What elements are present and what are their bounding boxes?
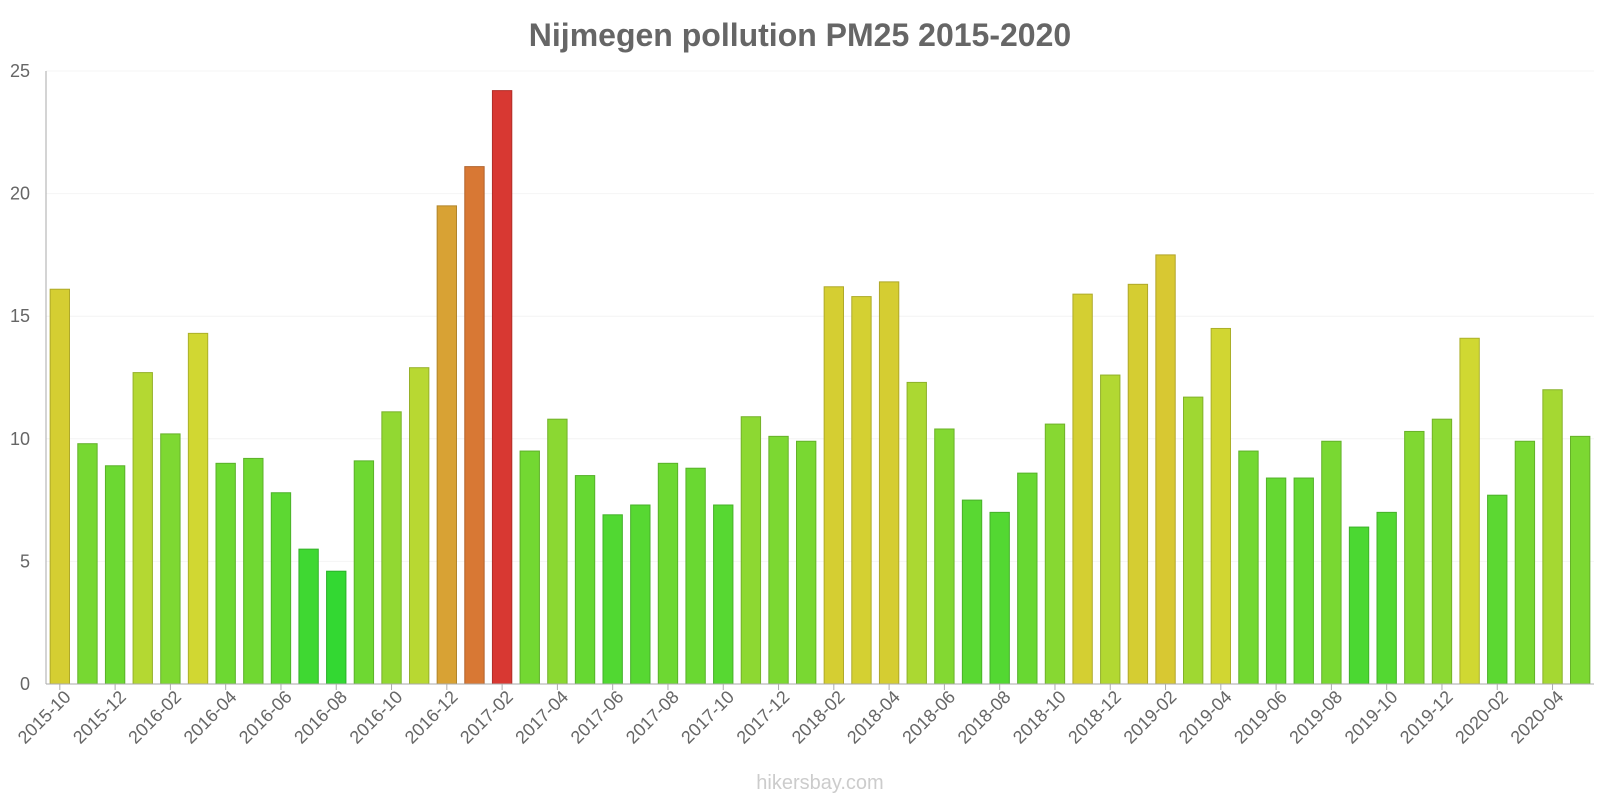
x-tick-label: 2018-08 (954, 687, 1015, 748)
bar-2018-01: 2018-01: 9.9 (796, 440, 817, 685)
bar-2018-06: 2018-06: 10.4 (934, 428, 955, 685)
x-tick-label: 2019-06 (1230, 687, 1291, 748)
x-tick-label: 2017-02 (456, 687, 517, 748)
bar-2017-12: 2017-12: 10.1 (768, 435, 789, 685)
bar-2019-11: 2019-11: 10.3 (1404, 430, 1425, 685)
y-tick-label: 15 (10, 306, 30, 326)
bar-2016-01: 2016-01: 12.7 (132, 372, 153, 685)
x-tick-label: 2019-10 (1341, 687, 1402, 748)
x-tick-label: 2020-02 (1451, 687, 1512, 748)
x-tick-label: 2016-04 (180, 687, 241, 748)
y-tick-label: 20 (10, 184, 30, 204)
x-tick-label: 2017-08 (622, 687, 683, 748)
bar-2017-07: 2017-07: 7.3 (630, 504, 651, 685)
x-tick-label: 2017-10 (677, 687, 738, 748)
bar-2017-05: 2017-05: 8.5 (574, 475, 596, 685)
bar-2019-09: 2019-09: 6.4 (1348, 526, 1370, 685)
bar-2020-04: 2020-04: 12 (1542, 389, 1563, 685)
bar-2019-06: 2019-06: 8.4 (1265, 477, 1287, 685)
bar-2017-01: 2017-01: 21.1 (464, 166, 485, 685)
bar-2020-03: 2020-03: 9.9 (1514, 440, 1536, 685)
bar-2016-04: 2016-04: 9 (215, 462, 236, 685)
bar-2019-04: 2019-04: 14.5 (1210, 327, 1231, 685)
bar-2017-10: 2017-10: 7.3 (713, 504, 734, 685)
bar-2016-03: 2016-03: 14.3 (187, 332, 209, 685)
x-tick-label: 2018-06 (898, 687, 959, 748)
x-tick-label: 2015-10 (14, 687, 75, 748)
bar-2018-11: 2018-11: 15.9 (1072, 293, 1093, 685)
x-tick-label: 2017-06 (567, 687, 628, 748)
bar-2016-10: 2016-10: 11.1 (381, 411, 402, 685)
bar-2018-09: 2018-09: 8.6 (1017, 472, 1038, 685)
y-tick-label: 0 (20, 674, 30, 694)
x-tick-label: 2016-02 (124, 687, 185, 748)
bar-2017-04: 2017-04: 10.8 (547, 418, 568, 685)
y-tick-label: 5 (20, 551, 30, 571)
x-tick-label: 2016-06 (235, 687, 296, 748)
bars: 2015-10: 16.1 2015-11: 9.8 2015-12: 8.9 201… (49, 90, 1591, 685)
bar-2016-09: 2016-09: 9.1 (353, 460, 375, 685)
bar-2019-12: 2019-12: 10.8 (1431, 418, 1453, 685)
bar-2016-06: 2016-06: 7.8 (270, 492, 292, 685)
x-tick-label: 2015-12 (69, 687, 130, 748)
x-tick-label: 2016-08 (290, 687, 351, 748)
bar-2019-08: 2019-08: 9.9 (1321, 440, 1342, 685)
grid (46, 70, 1594, 562)
bar-2016-11: 2016-11: 12.9 (409, 367, 430, 685)
bar-2019-02: 2019-02: 17.5 (1155, 254, 1176, 685)
x-tick-label: 2018-12 (1064, 687, 1125, 748)
source-credit: hikersbay.com (756, 772, 883, 794)
x-tick-label: 2018-10 (1009, 687, 1070, 748)
bar-2017-11: 2017-11: 10.9 (740, 416, 762, 685)
bar-2016-05: 2016-05: 9.2 (243, 457, 264, 685)
bar-2019-01: 2019-01: 16.3 (1127, 283, 1149, 685)
bar-2019-05: 2019-05: 9.5 (1238, 450, 1259, 685)
x-axis-ticks: 2015-102015-122016-022016-042016-062016-… (14, 684, 1568, 748)
x-tick-label: 2019-02 (1120, 687, 1181, 748)
bar-2018-10: 2018-10: 10.6 (1044, 423, 1066, 685)
y-tick-label: 10 (10, 429, 30, 449)
bar-2016-07: 2016-07: 5.5 (298, 548, 319, 685)
x-tick-label: 2018-04 (843, 687, 904, 748)
bar-2018-04: 2018-04: 16.4 (878, 281, 900, 685)
x-tick-label: 2020-04 (1507, 687, 1568, 748)
bar-2016-08: 2016-08: 4.6 (326, 570, 347, 685)
x-tick-label: 2017-12 (733, 687, 794, 748)
bar-2019-03: 2019-03: 11.7 (1183, 396, 1204, 685)
bar-2015-12: 2015-12: 8.9 (104, 465, 126, 685)
axes (45, 71, 1594, 685)
bar-2020-01: 2020-01: 14.1 (1459, 337, 1480, 685)
bar-2017-09: 2017-09: 8.8 (685, 467, 706, 685)
bar-2018-12: 2018-12: 12.6 (1100, 374, 1121, 685)
bar-2018-07: 2018-07: 7.5 (961, 499, 983, 685)
bar-2017-02: 2017-02: 24.2 (491, 90, 513, 685)
chart-title: Nijmegen pollution PM25 2015-2020 (529, 17, 1071, 53)
y-tick-label: 25 (10, 61, 30, 81)
bar-2017-08: 2017-08: 9 (657, 462, 679, 685)
bar-2018-02: 2018-02: 16.2 (823, 286, 844, 685)
bar-2016-02: 2016-02: 10.2 (160, 433, 181, 685)
bar-2017-06: 2017-06: 6.9 (602, 514, 623, 685)
bar-2019-07: 2019-07: 8.4 (1293, 477, 1314, 685)
x-tick-label: 2016-10 (346, 687, 407, 748)
bar-2015-10: 2015-10: 16.1 (49, 288, 70, 685)
bar-2017-03: 2017-03: 9.5 (519, 450, 540, 685)
bar-2020-05: 2020-05: 10.1 (1570, 435, 1591, 685)
bar-2018-05: 2018-05: 12.3 (906, 381, 927, 685)
bar-2015-11: 2015-11: 9.8 (77, 443, 98, 685)
x-tick-label: 2019-12 (1396, 687, 1457, 748)
x-tick-label: 2016-12 (401, 687, 462, 748)
y-axis-ticks: 0 5 10 15 20 25 (10, 61, 30, 694)
bar-2018-08: 2018-08: 7 (989, 511, 1010, 685)
x-tick-label: 2019-08 (1285, 687, 1346, 748)
x-tick-label: 2017-04 (511, 687, 572, 748)
bar-2019-10: 2019-10: 7 (1376, 511, 1397, 685)
bar-2020-02: 2020-02: 7.7 (1487, 494, 1508, 685)
x-tick-label: 2019-04 (1175, 687, 1236, 748)
bar-2018-03: 2018-03: 15.8 (851, 296, 872, 685)
bar-2016-12: 2016-12: 19.5 (436, 205, 457, 685)
x-tick-label: 2018-02 (788, 687, 849, 748)
